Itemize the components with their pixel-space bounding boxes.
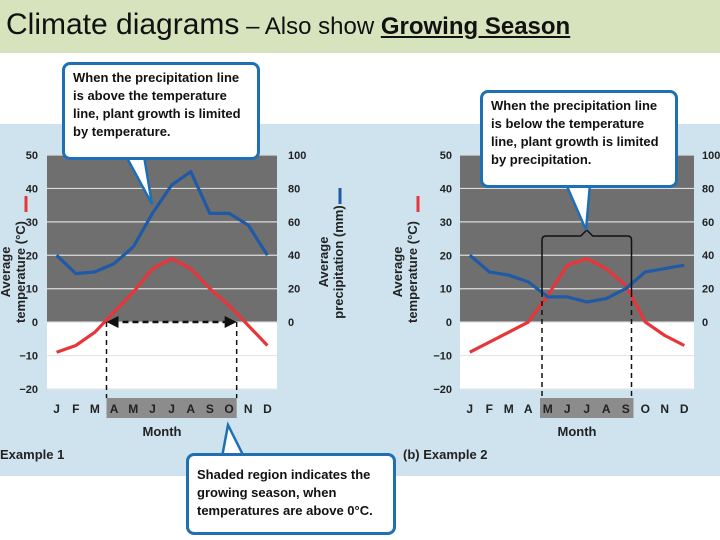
x-axis-label: Month bbox=[558, 424, 597, 439]
x-tick-label: D bbox=[263, 402, 272, 416]
callout-growing-season: Shaded region indicates the growing seas… bbox=[186, 453, 396, 535]
x-tick-label: A bbox=[602, 402, 611, 416]
y-tick-label-right: 20 bbox=[288, 284, 300, 296]
y-axis-label-right: Averageprecipitation (mm) bbox=[316, 205, 346, 318]
x-tick-label: M bbox=[543, 402, 553, 416]
x-tick-label: J bbox=[466, 402, 473, 416]
panel-label: Example 1 bbox=[0, 447, 64, 462]
panel-label: (b) Example 2 bbox=[403, 447, 488, 462]
x-tick-label: D bbox=[680, 402, 689, 416]
x-tick-label: N bbox=[660, 402, 669, 416]
callout-precipitation-limited: When the precipitation line is below the… bbox=[480, 90, 678, 188]
y-axis-label-left: Averagetemperature (°C) bbox=[0, 221, 28, 323]
x-axis-label: Month bbox=[143, 424, 182, 439]
callout-temperature-limited: When the precipitation line is above the… bbox=[62, 62, 260, 160]
y-tick-label-right: 100 bbox=[288, 150, 306, 162]
temperature-line bbox=[56, 257, 269, 354]
x-tick-label: M bbox=[90, 402, 100, 416]
y-tick-label-left: 20 bbox=[440, 250, 452, 262]
x-tick-label: J bbox=[168, 402, 175, 416]
y-tick-label-right: 60 bbox=[288, 217, 300, 229]
x-tick-label: O bbox=[641, 402, 650, 416]
y-tick-label-right: 60 bbox=[702, 217, 714, 229]
y-tick-label-left: 10 bbox=[440, 284, 452, 296]
x-tick-label: A bbox=[110, 402, 119, 416]
title-bar: Climate diagrams – Also show Growing Sea… bbox=[0, 0, 720, 53]
x-tick-label: A bbox=[524, 402, 533, 416]
x-tick-label: S bbox=[206, 402, 214, 416]
precipitation-line bbox=[55, 170, 269, 276]
arrowhead-right bbox=[224, 316, 237, 328]
x-tick-label: J bbox=[149, 402, 156, 416]
x-tick-label: J bbox=[564, 402, 571, 416]
x-tick-label: A bbox=[186, 402, 195, 416]
x-tick-label: J bbox=[53, 402, 60, 416]
y-tick-label-left: −10 bbox=[433, 351, 452, 363]
y-tick-label-left: 20 bbox=[26, 250, 38, 262]
y-tick-label-left: 30 bbox=[26, 217, 38, 229]
y-tick-label-left: −20 bbox=[19, 384, 38, 396]
slide-title: Climate diagrams – Also show Growing Sea… bbox=[6, 8, 570, 42]
y-tick-label-left: 50 bbox=[26, 150, 38, 162]
title-sub: – Also show bbox=[239, 13, 381, 40]
y-tick-label-left: −20 bbox=[433, 384, 452, 396]
y-tick-label-left: 10 bbox=[26, 284, 38, 296]
y-tick-label-right: 0 bbox=[288, 317, 294, 329]
x-tick-label: S bbox=[622, 402, 630, 416]
y-tick-label-left: 40 bbox=[440, 183, 452, 195]
y-tick-label-left: 40 bbox=[26, 183, 38, 195]
y-tick-label-left: −10 bbox=[19, 351, 38, 363]
y-tick-label-right: 40 bbox=[702, 250, 714, 262]
y-tick-label-right: 80 bbox=[702, 183, 714, 195]
x-tick-label: F bbox=[72, 402, 79, 416]
arrowhead-left bbox=[106, 316, 119, 328]
growing-season-axis-shade bbox=[106, 398, 237, 418]
y-tick-label-right: 80 bbox=[288, 183, 300, 195]
x-tick-label: O bbox=[224, 402, 233, 416]
x-tick-label: N bbox=[244, 402, 253, 416]
y-tick-label-left: 0 bbox=[446, 317, 452, 329]
y-tick-label-left: 0 bbox=[32, 317, 38, 329]
plot-area-above-zero bbox=[47, 155, 277, 322]
y-tick-label-left: 30 bbox=[440, 217, 452, 229]
y-tick-label-right: 0 bbox=[702, 317, 708, 329]
precipitation-line bbox=[468, 253, 685, 304]
title-main: Climate diagrams bbox=[6, 8, 240, 41]
x-tick-label: M bbox=[504, 402, 514, 416]
x-tick-label: J bbox=[583, 402, 590, 416]
x-tick-label: F bbox=[486, 402, 493, 416]
growing-season-axis-shade bbox=[540, 398, 634, 418]
y-tick-label-right: 20 bbox=[702, 284, 714, 296]
y-axis-label-left: Averagetemperature (°C) bbox=[390, 221, 420, 323]
title-emphasis: Growing Season bbox=[380, 13, 571, 40]
y-tick-label-right: 40 bbox=[288, 250, 300, 262]
y-tick-label-left: 50 bbox=[440, 150, 452, 162]
temperature-line bbox=[469, 257, 686, 354]
x-tick-label: M bbox=[128, 402, 138, 416]
y-tick-label-right: 100 bbox=[702, 150, 720, 162]
